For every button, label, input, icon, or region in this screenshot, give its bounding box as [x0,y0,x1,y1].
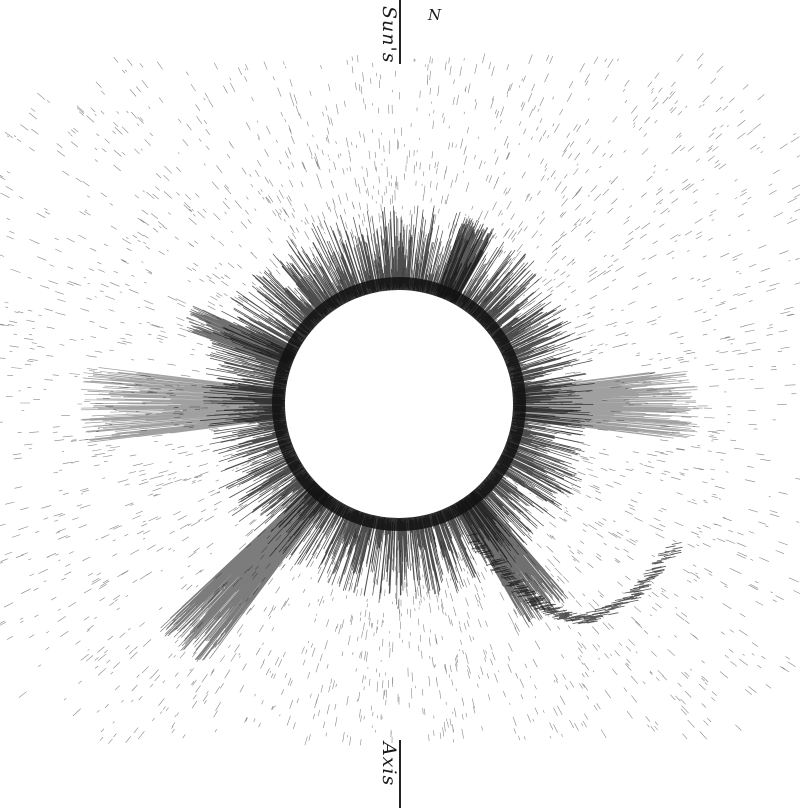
outer-corona-rays [0,53,800,746]
corona-streamers [80,217,699,662]
streamer-upper-right [436,217,495,305]
streamer-lower-left [160,482,331,662]
moon-disk [285,290,513,518]
axis-label-suns: Sun's [378,6,400,64]
north-label: N [428,6,442,24]
sun-axis-line-top [399,0,401,64]
streamer-lower-right [455,490,569,628]
hooked-plume [467,533,683,625]
streamer-right [512,370,699,439]
axis-label-axis: Axis [378,742,400,787]
sun-axis-line-bottom [399,740,401,808]
streamer-upper-left [186,305,297,367]
streamer-left [80,367,286,443]
inner-dark-ring [272,277,526,531]
